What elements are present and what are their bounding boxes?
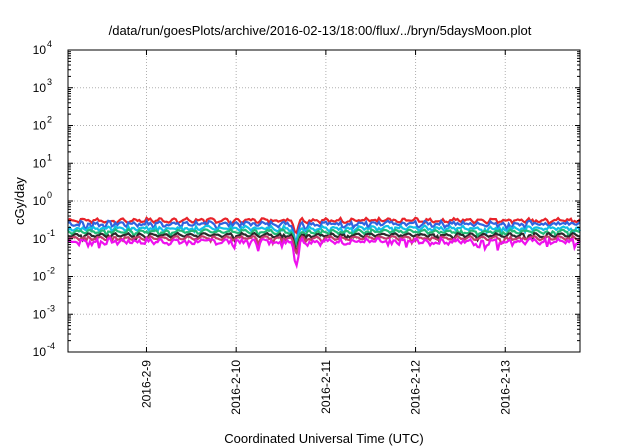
y-tick-exponent: -2 <box>47 266 55 276</box>
x-axis-label: Coordinated Universal Time (UTC) <box>224 431 423 446</box>
x-tick-label: 2016-2-11 <box>319 360 333 414</box>
y-tick-exponent: 3 <box>47 77 52 87</box>
series-line-4 <box>67 227 581 249</box>
y-tick-exponent: 4 <box>47 39 52 49</box>
x-axis: 2016-2-9 2016-2-10 2016-2-11 2016-2-12 2016-… <box>139 50 512 415</box>
series-line-7 <box>67 235 581 270</box>
series-line-3 <box>67 223 581 246</box>
y-tick-label: 10 <box>33 119 47 133</box>
series-layer <box>67 216 581 270</box>
y-tick-label: 10 <box>33 307 47 321</box>
y-tick-label: 10 <box>33 232 47 246</box>
y-tick-label: 10 <box>33 345 47 359</box>
chart-title: /data/run/goesPlots/archive/2016-02-13/1… <box>109 23 532 38</box>
y-tick-label: 10 <box>33 43 47 57</box>
y-tick-label: 10 <box>33 156 47 170</box>
y-axis-label: cGy/day <box>12 177 27 225</box>
y-tick-label: 10 <box>33 81 47 95</box>
y-tick-label: 10 <box>33 194 47 208</box>
x-tick-label: 2016-2-10 <box>229 360 243 415</box>
y-tick-label: 10 <box>33 270 47 284</box>
x-tick-label: 2016-2-13 <box>498 360 512 415</box>
x-tick-label: 2016-2-12 <box>409 360 423 415</box>
y-tick-exponent: -4 <box>47 341 55 351</box>
y-tick-exponent: 2 <box>47 115 52 125</box>
y-tick-exponent: -3 <box>47 303 55 313</box>
grid <box>68 50 580 352</box>
y-tick-exponent: 0 <box>47 190 52 200</box>
x-tick-label: 2016-2-9 <box>139 360 153 408</box>
series-line-5 <box>67 231 581 254</box>
series-line-1 <box>67 216 581 236</box>
y-tick-exponent: 1 <box>47 152 52 162</box>
y-tick-exponent: -1 <box>47 228 55 238</box>
series-line-6 <box>67 234 581 256</box>
